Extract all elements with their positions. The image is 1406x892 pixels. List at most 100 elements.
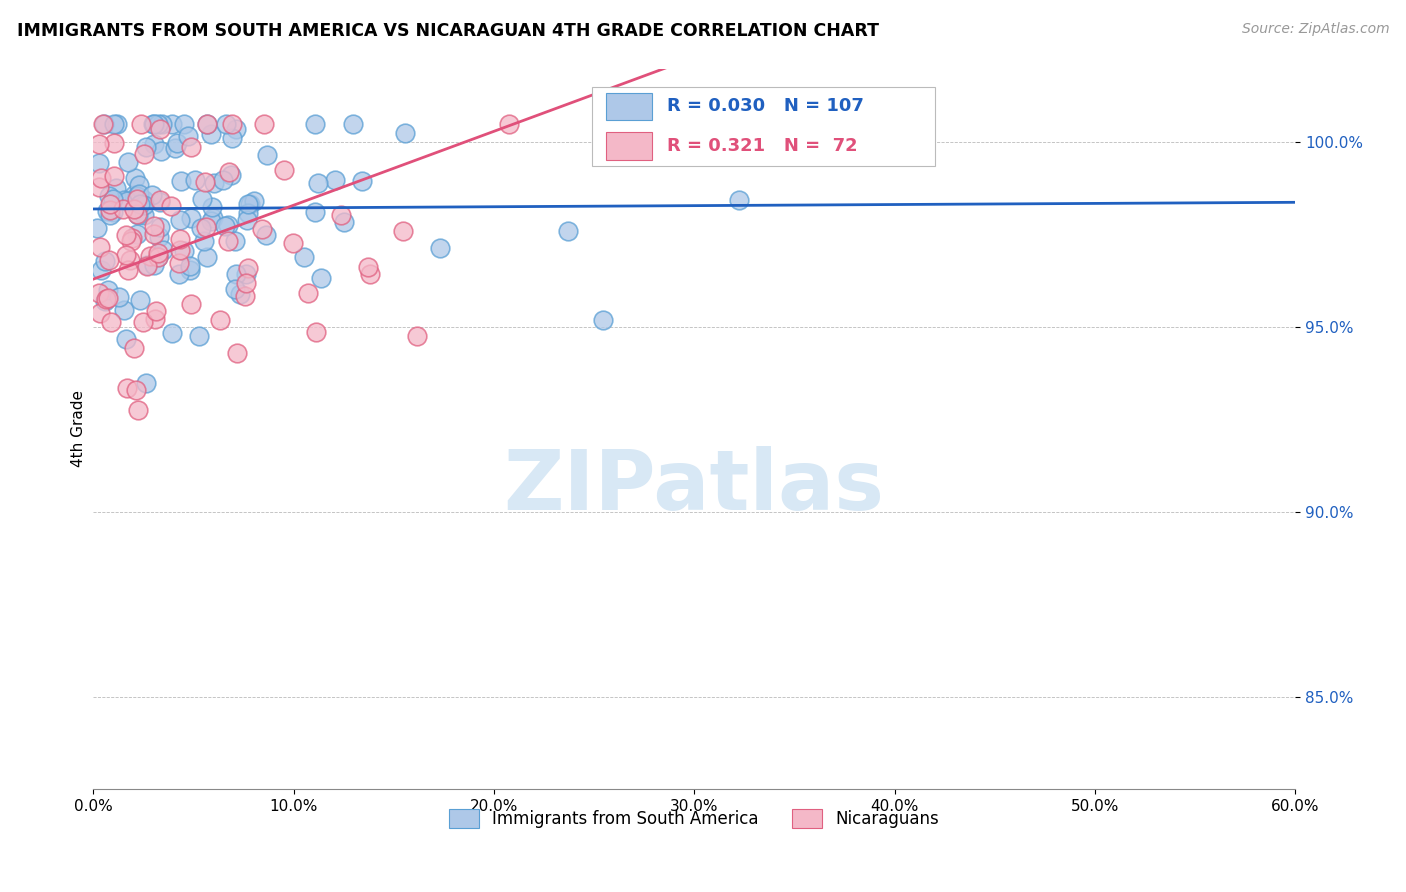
Point [194, 175, 217, 189]
Point [103, 136, 125, 151]
Point [122, 202, 145, 216]
Point [89, 240, 111, 254]
Point [125, 192, 148, 206]
Point [143, 258, 166, 272]
Point [112, 202, 135, 216]
Point [394, 126, 416, 140]
Point [292, 250, 315, 264]
Point [135, 140, 157, 154]
Point [253, 117, 276, 131]
Point [94, 254, 117, 268]
Point [124, 171, 146, 186]
Point [173, 117, 195, 131]
Point [108, 290, 131, 304]
Point [101, 205, 124, 219]
Point [94, 294, 117, 309]
Point [103, 117, 125, 131]
Point [217, 218, 239, 232]
Point [98, 208, 121, 222]
Point [89, 179, 111, 194]
Point [330, 208, 353, 222]
Point [352, 174, 374, 188]
Point [129, 293, 152, 308]
Point [141, 188, 163, 202]
Point [167, 268, 190, 282]
Point [239, 197, 262, 211]
Point [592, 313, 614, 327]
Point [98, 253, 121, 268]
Point [117, 262, 139, 277]
Point [89, 285, 111, 300]
Point [214, 219, 236, 234]
Point [86, 221, 108, 235]
Point [115, 228, 138, 243]
Point [225, 267, 247, 281]
Point [142, 219, 165, 233]
Point [132, 198, 155, 212]
Point [135, 376, 157, 390]
Point [200, 127, 222, 141]
Point [218, 164, 240, 178]
Point [195, 220, 218, 235]
Point [304, 205, 326, 219]
Legend: Immigrants from South America, Nicaraguans: Immigrants from South America, Nicaragua… [443, 803, 946, 835]
Point [201, 200, 224, 214]
Point [94, 292, 117, 306]
Point [97, 283, 120, 297]
Point [225, 121, 247, 136]
Point [297, 285, 319, 300]
Point [229, 286, 252, 301]
Point [193, 234, 215, 248]
Point [236, 206, 259, 220]
Point [124, 383, 146, 397]
Point [112, 193, 135, 207]
Point [128, 186, 150, 201]
Point [498, 117, 520, 131]
Point [332, 214, 354, 228]
Point [146, 117, 169, 131]
Text: IMMIGRANTS FROM SOUTH AMERICA VS NICARAGUAN 4TH GRADE CORRELATION CHART: IMMIGRANTS FROM SOUTH AMERICA VS NICARAG… [17, 22, 879, 40]
Point [132, 146, 155, 161]
Point [121, 231, 143, 245]
Point [125, 189, 148, 203]
Point [142, 227, 165, 241]
Point [142, 117, 165, 131]
Point [166, 136, 188, 151]
Point [105, 181, 128, 195]
Point [180, 211, 202, 225]
Point [195, 117, 218, 131]
Point [128, 197, 150, 211]
Point [356, 260, 378, 274]
Text: R = 0.030   N = 107: R = 0.030 N = 107 [666, 97, 863, 115]
Point [138, 249, 160, 263]
Point [97, 189, 120, 203]
Point [89, 137, 111, 152]
Point [149, 219, 172, 234]
Point [195, 117, 218, 131]
Point [221, 131, 243, 145]
Point [217, 235, 239, 249]
Point [132, 315, 155, 329]
Point [221, 117, 243, 131]
Point [146, 246, 169, 260]
Point [149, 122, 172, 136]
Point [112, 302, 135, 317]
Point [100, 196, 122, 211]
Bar [592, 87, 935, 166]
Point [124, 341, 146, 355]
Point [136, 259, 159, 273]
Point [148, 230, 170, 244]
Point [256, 147, 278, 161]
Point [160, 199, 183, 213]
Point [127, 208, 149, 222]
Point [233, 289, 256, 303]
Point [169, 212, 191, 227]
Point [243, 194, 266, 209]
Point [117, 155, 139, 169]
Point [146, 250, 169, 264]
Point [87, 155, 110, 169]
Point [406, 329, 429, 343]
Point [115, 382, 138, 396]
Point [98, 203, 121, 218]
Text: R = 0.321   N =  72: R = 0.321 N = 72 [666, 137, 858, 155]
